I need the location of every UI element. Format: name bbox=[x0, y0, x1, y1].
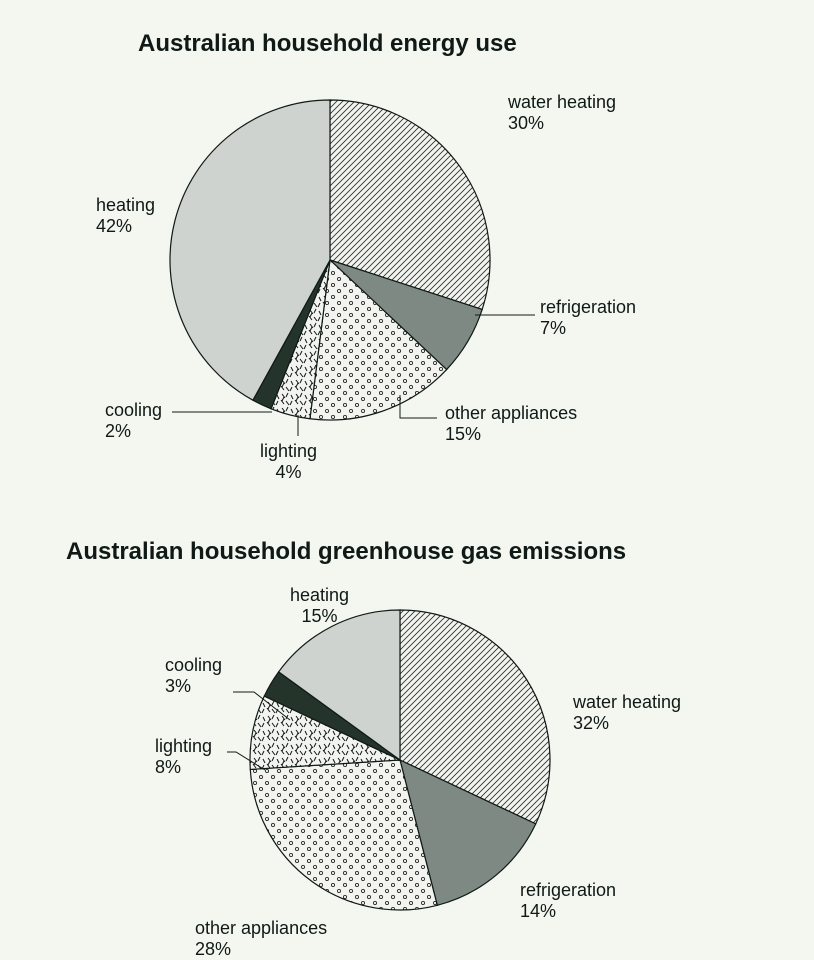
label-value: 4% bbox=[260, 462, 317, 483]
label-text: refrigeration bbox=[540, 297, 636, 318]
label-value: 15% bbox=[290, 606, 349, 627]
label-text: heating bbox=[96, 195, 155, 216]
label-text: other appliances bbox=[195, 918, 327, 939]
emissions-label-lighting: lighting8% bbox=[155, 736, 212, 777]
label-value: 7% bbox=[540, 318, 636, 339]
label-text: cooling bbox=[105, 400, 162, 421]
label-value: 2% bbox=[105, 421, 162, 442]
label-text: heating bbox=[290, 585, 349, 606]
label-value: 42% bbox=[96, 216, 155, 237]
label-value: 14% bbox=[520, 901, 616, 922]
label-text: other appliances bbox=[445, 403, 577, 424]
energy-label-refrigeration: refrigeration7% bbox=[540, 297, 636, 338]
emissions-label-refrigeration: refrigeration14% bbox=[520, 880, 616, 921]
energy-title: Australian household energy use bbox=[138, 30, 517, 58]
energy-label-lighting: lighting4% bbox=[260, 441, 317, 482]
emissions-label-other-appliances: other appliances28% bbox=[195, 918, 327, 959]
emissions-label-heating: heating15% bbox=[290, 585, 349, 626]
label-value: 8% bbox=[155, 757, 212, 778]
label-text: lighting bbox=[155, 736, 212, 757]
energy-label-other-appliances: other appliances15% bbox=[445, 403, 577, 444]
label-value: 3% bbox=[165, 676, 222, 697]
label-text: refrigeration bbox=[520, 880, 616, 901]
energy-label-water-heating: water heating30% bbox=[508, 92, 616, 133]
emissions-pie bbox=[250, 610, 550, 910]
label-value: 30% bbox=[508, 113, 616, 134]
energy-pie bbox=[170, 100, 490, 420]
label-text: cooling bbox=[165, 655, 222, 676]
energy-label-heating: heating42% bbox=[96, 195, 155, 236]
label-text: lighting bbox=[260, 441, 317, 462]
label-value: 15% bbox=[445, 424, 577, 445]
emissions-label-cooling: cooling3% bbox=[165, 655, 222, 696]
label-value: 32% bbox=[573, 713, 681, 734]
label-text: water heating bbox=[573, 692, 681, 713]
label-value: 28% bbox=[195, 939, 327, 960]
emissions-label-water-heating: water heating32% bbox=[573, 692, 681, 733]
energy-label-cooling: cooling2% bbox=[105, 400, 162, 441]
label-text: water heating bbox=[508, 92, 616, 113]
emissions-title: Australian household greenhouse gas emis… bbox=[66, 538, 626, 566]
